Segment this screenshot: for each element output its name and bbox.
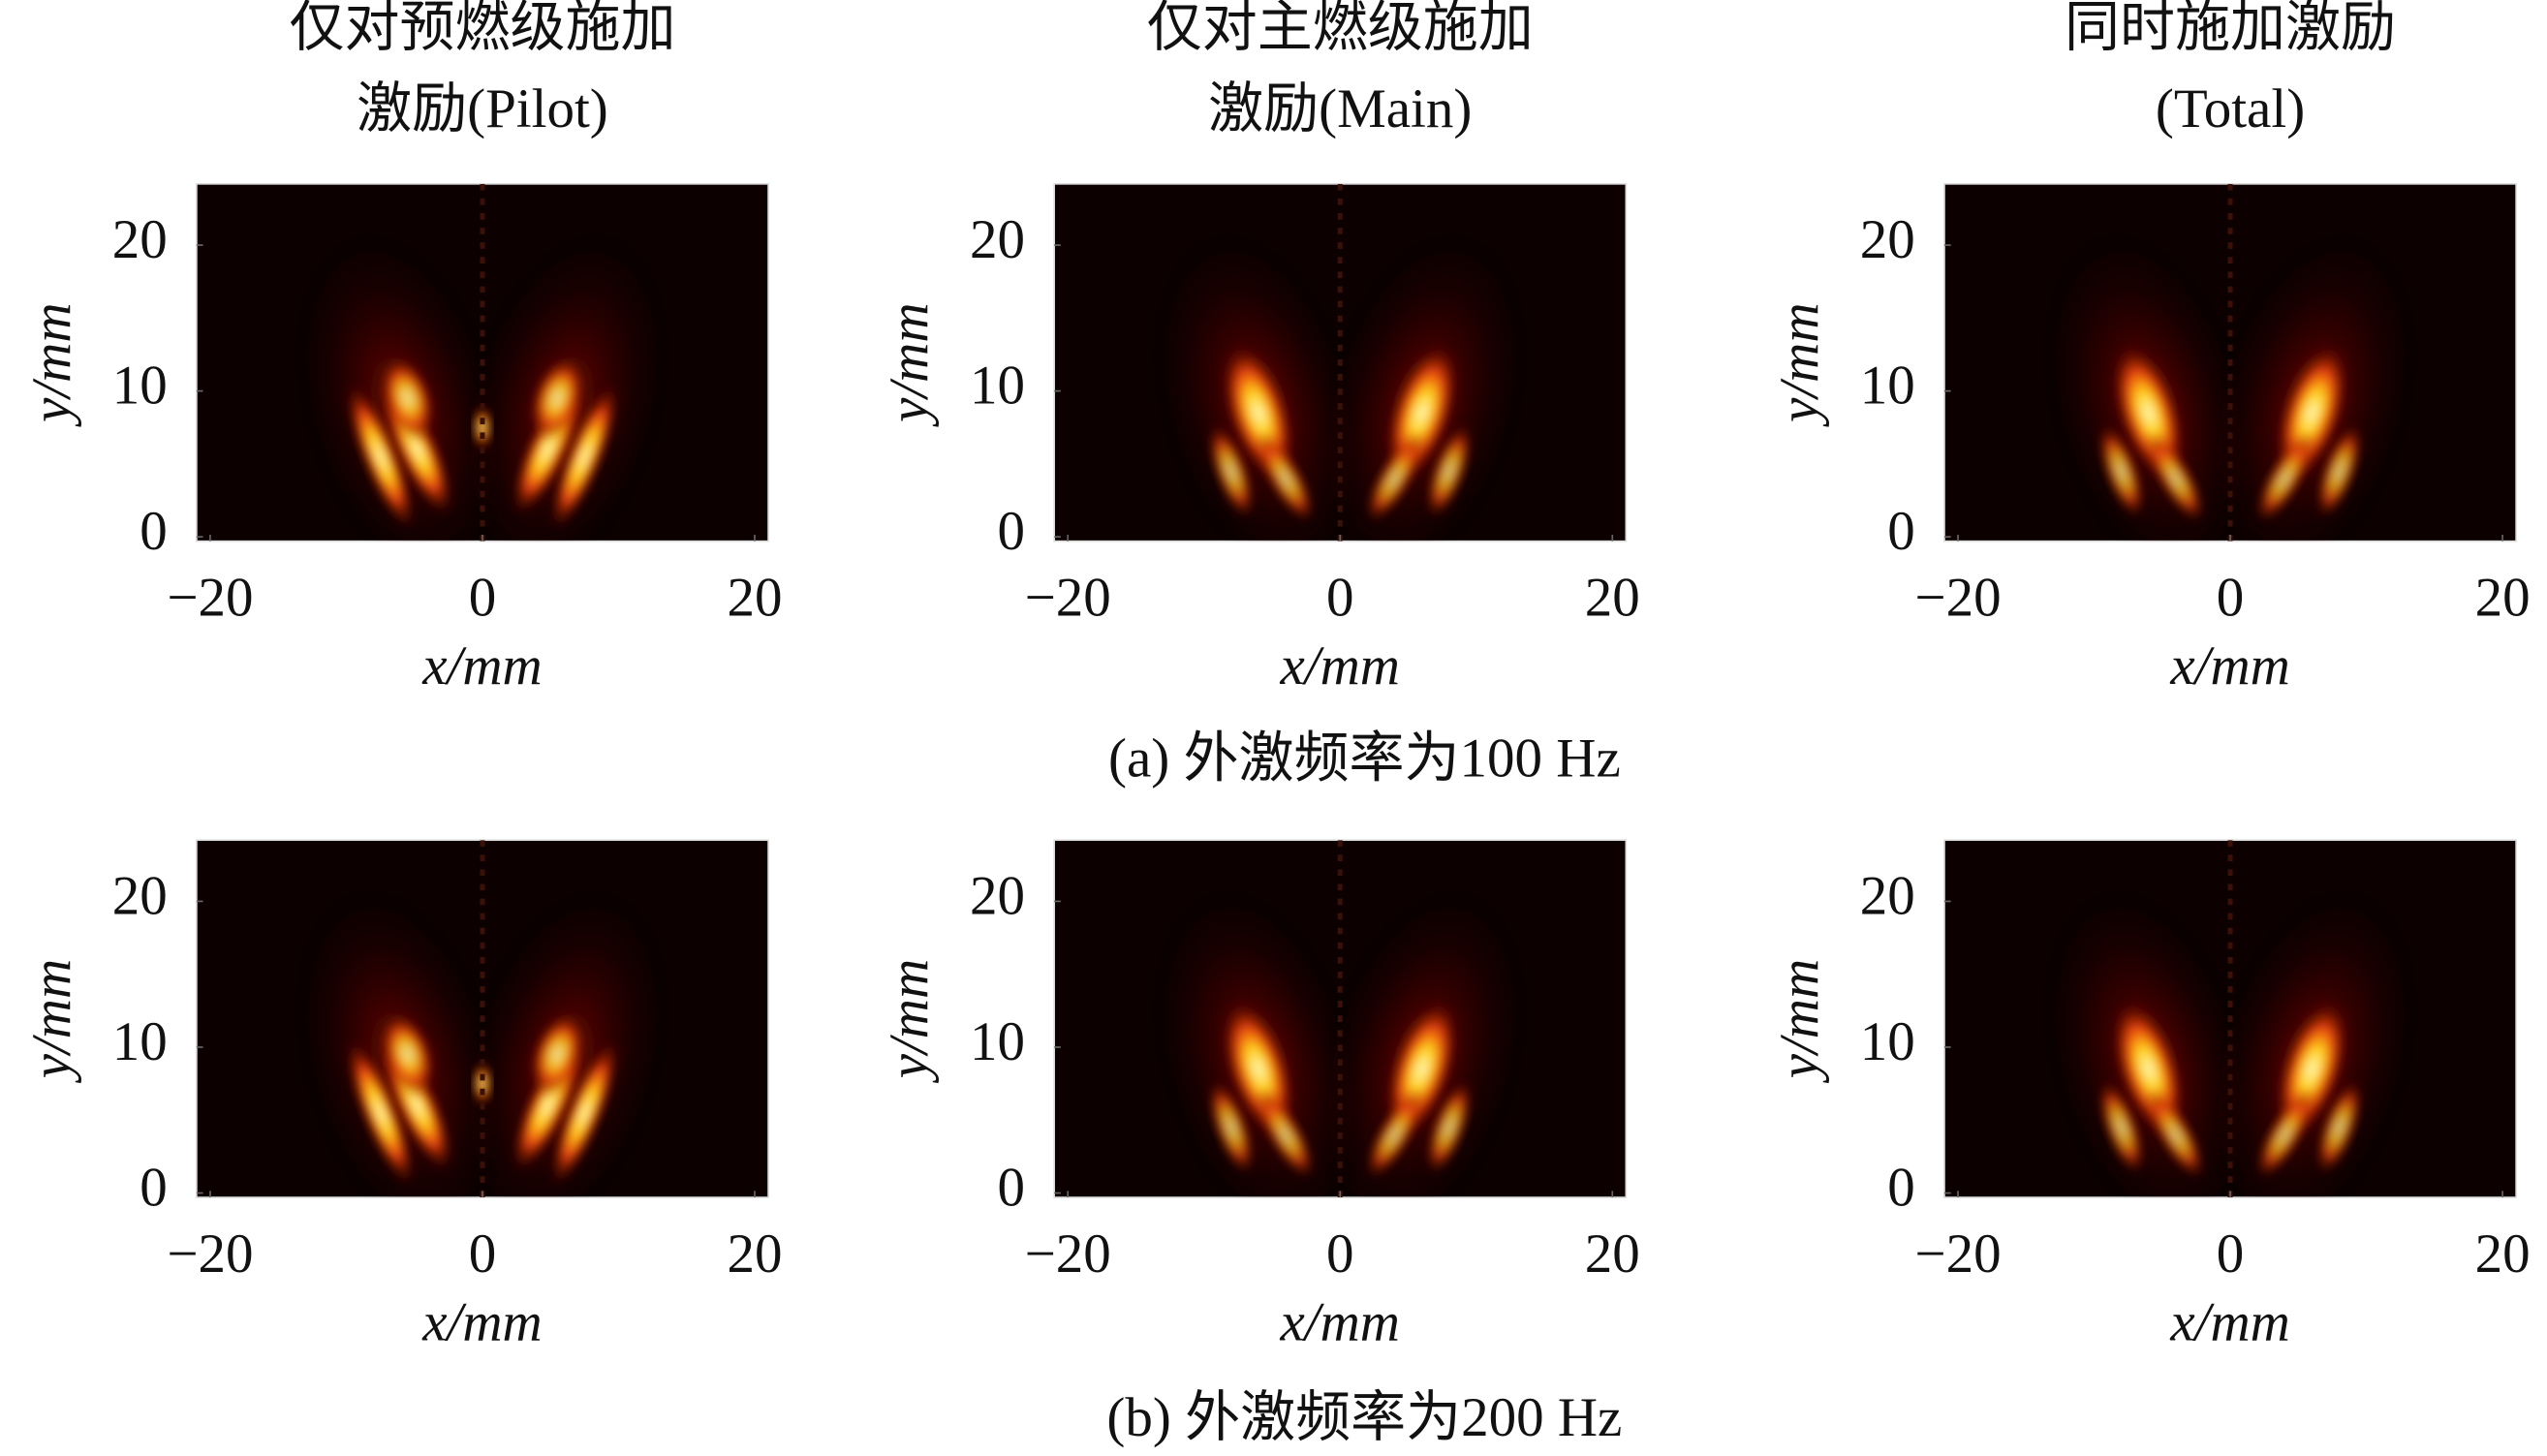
flame: [1207, 1078, 1255, 1176]
flame: [1425, 1078, 1473, 1176]
x-axis-label: x/mm: [421, 1291, 542, 1352]
y-axis-label: y/mm: [21, 303, 82, 427]
caption: (a) 外激频率为100 Hz: [1108, 728, 1621, 789]
x-tick-label: 0: [1326, 1224, 1354, 1285]
x-tick-label: 0: [2217, 1224, 2244, 1285]
x-tick-label: 20: [2475, 567, 2531, 628]
y-axis-label: y/mm: [1769, 959, 1830, 1083]
heatmap: [2045, 183, 2415, 542]
y-tick-label: 10: [112, 1011, 168, 1072]
y-tick-label: 10: [112, 356, 168, 417]
x-tick-label: 20: [1585, 1224, 1640, 1285]
y-axis-label: y/mm: [21, 959, 82, 1083]
x-tick-label: 20: [728, 1224, 783, 1285]
x-axis-label: x/mm: [2169, 635, 2289, 697]
heatmap: [297, 183, 668, 542]
flame: [529, 1012, 585, 1097]
y-tick-label: 20: [1860, 209, 1915, 270]
x-tick-label: 0: [469, 567, 497, 628]
y-tick-label: 20: [970, 866, 1025, 927]
y-tick-label: 0: [1887, 1158, 1915, 1219]
heatmap: [1156, 183, 1525, 542]
x-tick-label: 20: [1585, 567, 1640, 628]
flame: [550, 1038, 619, 1188]
y-tick-label: 20: [970, 209, 1025, 270]
flame: [346, 382, 415, 532]
y-tick-label: 20: [112, 209, 168, 270]
flame: [1425, 422, 1473, 520]
flame: [2315, 422, 2363, 520]
flame: [550, 382, 619, 532]
heatmap: [1156, 840, 1525, 1198]
flame: [380, 1012, 436, 1097]
x-axis-label: x/mm: [1280, 1291, 1400, 1352]
flame: [1365, 1089, 1424, 1180]
flame: [2255, 1089, 2314, 1180]
y-tick-label: 20: [1860, 866, 1915, 927]
y-tick-label: 20: [112, 866, 168, 927]
chart-title: 激励(Pilot): [357, 78, 608, 139]
chart-title: 仅对预燃级施加: [289, 0, 675, 58]
y-tick-label: 10: [970, 356, 1025, 417]
flame: [529, 356, 585, 441]
x-tick-label: 20: [2475, 1224, 2531, 1285]
heatmap: [297, 840, 668, 1198]
flame: [2315, 1078, 2363, 1176]
x-axis-label: x/mm: [1280, 635, 1400, 697]
flame: [1207, 422, 1255, 520]
y-axis-label: y/mm: [879, 959, 940, 1083]
flame: [1365, 433, 1424, 524]
y-tick-label: 0: [997, 501, 1025, 562]
heatmap: [2045, 840, 2415, 1198]
y-tick-label: 0: [140, 501, 168, 562]
flame: [473, 405, 492, 449]
chart-title: 激励(Main): [1208, 78, 1472, 139]
chart-title: 仅对主燃级施加: [1147, 0, 1534, 58]
x-tick-label: 20: [728, 567, 783, 628]
x-tick-label: −20: [1025, 1224, 1111, 1285]
y-tick-label: 0: [1887, 501, 1915, 562]
flame: [2146, 1089, 2205, 1180]
x-axis-label: x/mm: [421, 635, 542, 697]
caption: (b) 外激频率为200 Hz: [1106, 1387, 1622, 1448]
flame: [380, 356, 436, 441]
x-tick-label: 0: [1326, 567, 1354, 628]
x-axis-label: x/mm: [2169, 1291, 2289, 1352]
y-tick-label: 10: [970, 1011, 1025, 1072]
y-tick-label: 10: [1860, 356, 1915, 417]
flame: [2146, 433, 2205, 524]
flame: [2097, 1078, 2145, 1176]
flame: [473, 1062, 492, 1106]
chart-title: 同时施加激励: [2065, 0, 2396, 58]
x-tick-label: 0: [469, 1224, 497, 1285]
flame: [2255, 433, 2314, 524]
x-tick-label: −20: [1025, 567, 1111, 628]
y-tick-label: 10: [1860, 1011, 1915, 1072]
chart-title: (Total): [2156, 78, 2305, 139]
y-tick-label: 0: [140, 1158, 168, 1219]
x-tick-label: −20: [1914, 1224, 2001, 1285]
flame: [1256, 433, 1316, 524]
y-axis-label: y/mm: [879, 303, 940, 427]
y-axis-label: y/mm: [1769, 303, 1830, 427]
flame: [346, 1038, 415, 1188]
flame: [1256, 1089, 1316, 1180]
x-tick-label: −20: [167, 567, 253, 628]
flame: [2097, 422, 2145, 520]
y-tick-label: 0: [997, 1158, 1025, 1219]
x-tick-label: −20: [167, 1224, 253, 1285]
x-tick-label: −20: [1914, 567, 2001, 628]
x-tick-label: 0: [2217, 567, 2244, 628]
